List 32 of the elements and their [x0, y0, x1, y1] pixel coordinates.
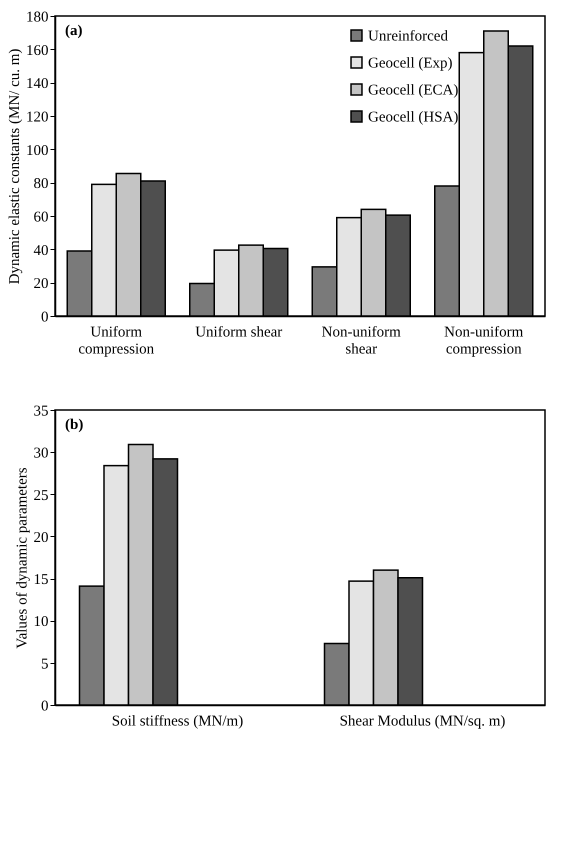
y-tick-label: 140: [26, 76, 48, 92]
legend-label: Geocell (HSA): [368, 110, 458, 126]
legend-label: Unreinforced: [368, 28, 448, 44]
y-tick-label: 120: [26, 110, 48, 126]
y-tick-label: 0: [41, 310, 48, 326]
y-tick-label: 160: [26, 42, 48, 59]
chart-title: (a): [65, 23, 82, 39]
y-axis-title: Values of dynamic parameters: [14, 467, 30, 649]
x-tick-label: Non-uniform compression: [444, 324, 524, 358]
x-tick-label: Shear Modulus (MN/sq. m): [340, 714, 506, 730]
y-tick-label: 80: [34, 176, 48, 192]
y-tick-label: 40: [34, 242, 48, 259]
x-tick-label: Non-uniform shear: [322, 324, 402, 358]
y-tick-label: 35: [34, 404, 48, 420]
y-tick-label: 20: [34, 530, 48, 546]
y-tick-label: 10: [34, 614, 48, 630]
y-tick-label: 0: [41, 698, 48, 714]
y-tick-label: 25: [34, 488, 48, 504]
x-tick-label: Uniform compression: [78, 324, 155, 358]
y-tick-label: 5: [41, 656, 48, 672]
legend-label: Geocell (ECA): [368, 82, 458, 98]
y-tick-label: 15: [34, 572, 48, 588]
y-tick-label: 180: [26, 10, 48, 26]
y-tick-label: 100: [26, 142, 48, 159]
chart-title: (b): [65, 417, 84, 433]
y-axis-title: Dynamic elastic constants (MN/ cu. m): [7, 48, 23, 284]
legend-label: Geocell (Exp): [368, 56, 453, 72]
x-tick-label: Soil stiffness (MN/m): [112, 714, 244, 730]
y-tick-label: 20: [34, 276, 48, 292]
y-tick-label: 60: [34, 210, 48, 226]
y-tick-label: 30: [34, 446, 48, 462]
x-tick-label: Uniform shear: [195, 324, 282, 340]
